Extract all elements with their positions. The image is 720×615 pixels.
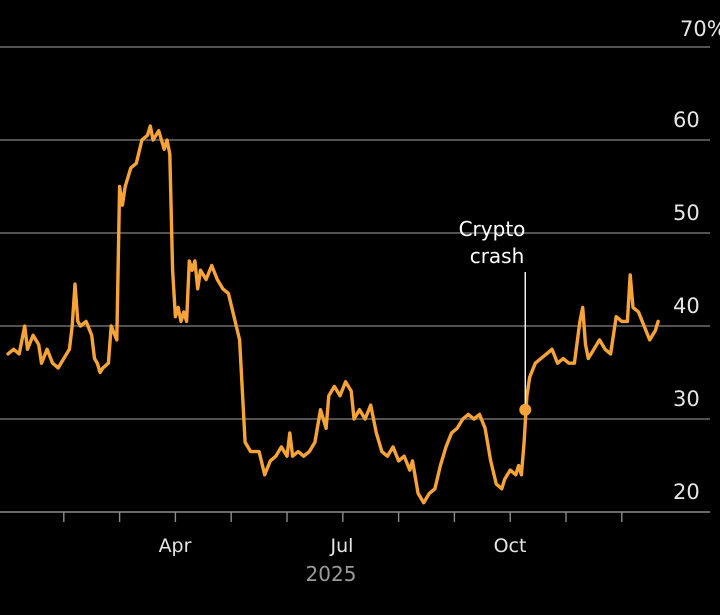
annotation-crypto-crash: Crypto crash xyxy=(459,217,532,416)
annotation-marker xyxy=(519,403,532,416)
annotation-text-line-2: crash xyxy=(470,244,525,268)
y-tick-label-60: 60 xyxy=(673,108,700,132)
annotation-text-line-1: Crypto xyxy=(459,217,526,241)
y-tick-label-70: 70% xyxy=(680,17,720,41)
x-tick-label-oct: Oct xyxy=(494,535,527,557)
series-line xyxy=(6,124,660,505)
x-axis-ticks xyxy=(63,512,623,522)
x-tick-labels: Apr Jul Oct 2025 xyxy=(159,535,527,586)
y-tick-labels: 70% 60 50 40 30 20 xyxy=(673,17,720,504)
x-tick-label-jul: Jul xyxy=(330,535,354,557)
y-tick-label-40: 40 xyxy=(673,294,700,318)
y-tick-label-50: 50 xyxy=(673,201,700,225)
x-axis-year-label: 2025 xyxy=(306,562,357,586)
x-tick-label-apr: Apr xyxy=(159,535,192,557)
y-tick-label-30: 30 xyxy=(673,387,700,411)
y-tick-label-20: 20 xyxy=(673,480,700,504)
